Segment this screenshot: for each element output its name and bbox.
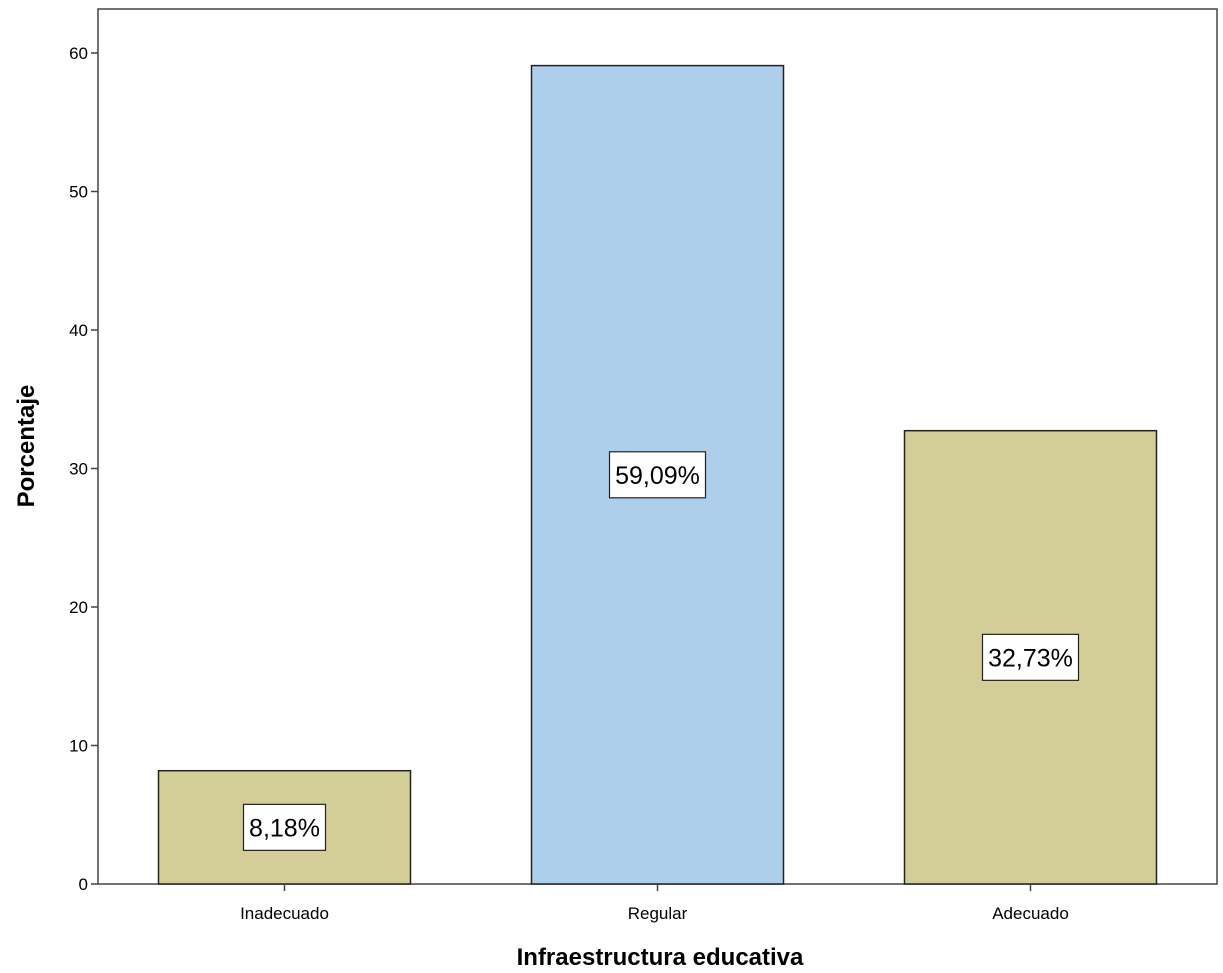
y-tick-label: 30	[69, 460, 88, 479]
y-tick-label: 10	[69, 737, 88, 756]
x-tick-label: Adecuado	[992, 904, 1069, 923]
y-tick-label: 50	[69, 183, 88, 202]
data-label: 8,18%	[249, 814, 320, 842]
data-label: 32,73%	[988, 644, 1073, 672]
y-axis: 0 10 20 30 40 50 60	[69, 44, 98, 894]
y-tick-label: 60	[69, 44, 88, 63]
data-label: 59,09%	[615, 462, 700, 490]
x-tick-label: Inadecuado	[240, 904, 329, 923]
bars: 8,18% 59,09% 32,73%	[157, 64, 1158, 885]
y-tick-label: 40	[69, 321, 88, 340]
x-axis-title: Infraestructura educativa	[517, 944, 804, 971]
data-label-box	[981, 633, 1080, 681]
y-tick-label: 20	[69, 598, 88, 617]
data-label-box	[608, 451, 707, 499]
y-axis-title: Porcentaje	[13, 385, 40, 508]
x-tick-label: Regular	[628, 904, 688, 923]
y-tick-label: 0	[79, 875, 88, 894]
data-label-box	[242, 803, 327, 851]
x-axis: Inadecuado Regular Adecuado	[240, 884, 1069, 923]
